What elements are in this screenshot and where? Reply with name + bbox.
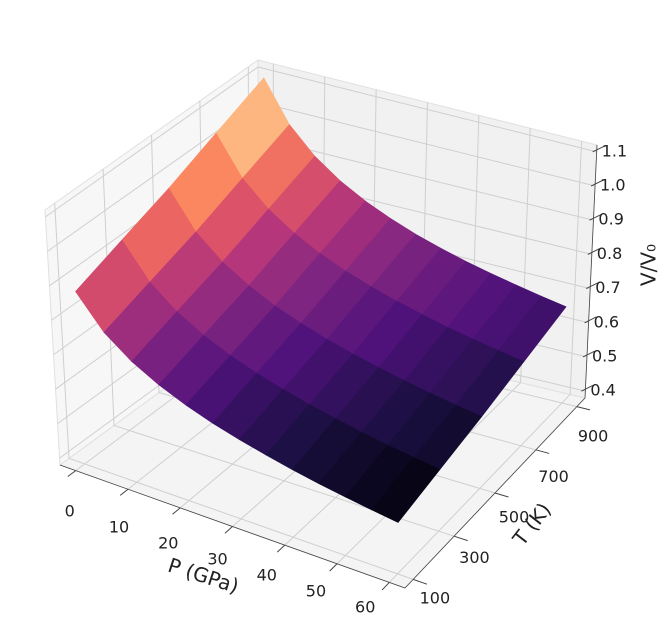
y-tick-label: 900 bbox=[578, 427, 609, 446]
grid-line bbox=[257, 101, 596, 187]
x-tick-label: 50 bbox=[306, 582, 326, 601]
z-tick bbox=[582, 350, 595, 358]
x-tick bbox=[329, 563, 338, 572]
grid-line bbox=[54, 203, 70, 459]
x-tick bbox=[119, 488, 129, 496]
x-tick-label: 30 bbox=[207, 550, 227, 569]
z-tick-label: 0.7 bbox=[595, 278, 620, 297]
x-tick bbox=[381, 582, 390, 591]
grid-line bbox=[68, 457, 414, 580]
y-tick-label: 700 bbox=[538, 467, 569, 486]
axis-line bbox=[584, 144, 598, 399]
z-tick-label: 0.8 bbox=[597, 244, 622, 263]
z-tick-label: 0.4 bbox=[590, 381, 615, 400]
x-tick bbox=[172, 507, 181, 515]
z-tick-label: 1.0 bbox=[600, 176, 625, 195]
z-tick bbox=[592, 145, 605, 153]
grid-line bbox=[45, 66, 259, 218]
z-tick bbox=[584, 316, 597, 324]
z-axis-label: V/V₀ bbox=[637, 244, 661, 286]
y-tick bbox=[494, 492, 509, 498]
y-tick-label: 500 bbox=[499, 508, 530, 527]
z-tick-label: 0.6 bbox=[594, 312, 619, 331]
z-tick-label: 0.9 bbox=[598, 210, 623, 229]
x-tick-label: 20 bbox=[158, 533, 178, 552]
x-tick bbox=[67, 470, 76, 477]
y-tick bbox=[453, 535, 468, 542]
y-tick bbox=[576, 406, 591, 411]
z-tick bbox=[590, 179, 603, 187]
grid-line bbox=[569, 141, 583, 395]
x-tick-label: 60 bbox=[355, 598, 375, 617]
grid-line bbox=[257, 66, 597, 153]
x-tick-label: 10 bbox=[109, 517, 129, 536]
grid-line bbox=[257, 136, 594, 221]
z-tick bbox=[581, 385, 593, 392]
x-tick-label: 0 bbox=[65, 501, 75, 520]
z-tick bbox=[587, 248, 600, 255]
z-tick bbox=[585, 282, 598, 290]
y-tick-label: 100 bbox=[420, 588, 451, 607]
y-tick bbox=[413, 578, 428, 585]
x-tick-label: 40 bbox=[257, 566, 277, 585]
x-tick bbox=[224, 526, 233, 534]
z-tick bbox=[589, 214, 602, 221]
z-tick-label: 0.5 bbox=[592, 346, 617, 365]
y-tick-label: 300 bbox=[459, 548, 490, 567]
surface-facet bbox=[371, 457, 441, 523]
y-tick bbox=[535, 449, 550, 454]
x-tick bbox=[276, 544, 286, 553]
z-tick-label: 1.1 bbox=[602, 141, 627, 160]
